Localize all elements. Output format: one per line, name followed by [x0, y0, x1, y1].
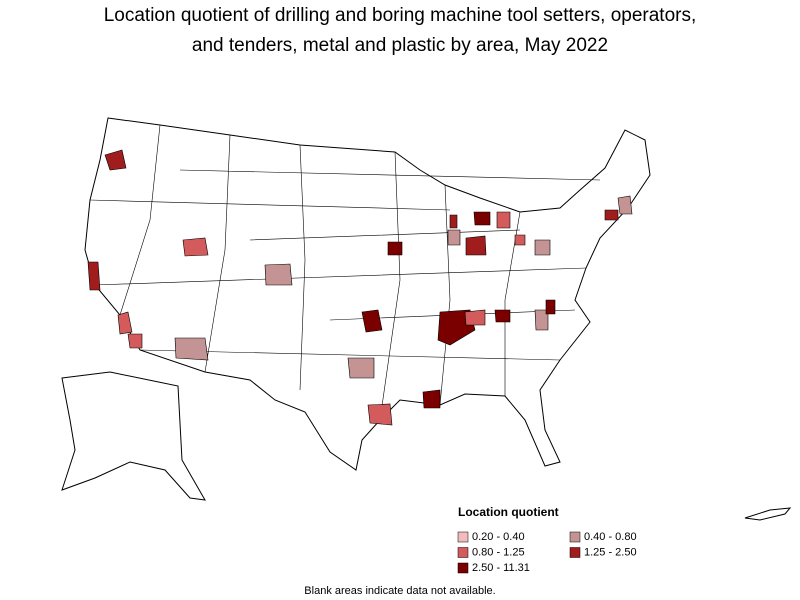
shaded-area — [104, 149, 127, 171]
legend-label: 0.40 - 0.80 — [584, 531, 637, 543]
shaded-area — [496, 211, 511, 229]
shaded-area — [534, 239, 551, 256]
legend-swatch — [457, 547, 469, 558]
legend-label: 0.80 - 1.25 — [472, 546, 525, 558]
contiguous-us — [84, 117, 651, 471]
footnote: Blank areas indicate data not available. — [304, 585, 495, 597]
title-line: Location quotient of drilling and boring… — [104, 5, 697, 26]
legend-label: 2.50 - 11.31 — [472, 562, 530, 574]
shaded-area — [617, 195, 633, 215]
area-borders — [89, 124, 601, 421]
shaded-area — [361, 309, 383, 333]
shaded-area — [447, 229, 461, 246]
map — [61, 117, 792, 521]
legend-swatch — [457, 531, 469, 543]
alaska — [61, 371, 206, 501]
shaded-area — [604, 209, 619, 221]
legend-label: 0.20 - 0.40 — [472, 531, 525, 543]
legend-swatch — [569, 531, 581, 543]
shaded-area — [387, 241, 403, 256]
legend-swatch — [457, 562, 469, 574]
shaded-area — [347, 357, 375, 379]
legend: 0.20 - 0.40 0.40 - 0.80 0.80 - 1.25 1.25 - … — [457, 531, 637, 574]
title-line: and tenders, metal and plastic by area, … — [192, 35, 608, 56]
legend-label: 1.25 - 2.50 — [584, 546, 637, 558]
shaded-area — [367, 403, 393, 426]
hawaii — [744, 507, 792, 521]
shaded-area — [473, 211, 491, 226]
shaded-area — [464, 309, 486, 326]
shaded-area — [422, 389, 441, 409]
shaded-area — [545, 299, 556, 315]
shaded-area — [514, 234, 526, 246]
shaded-area — [182, 237, 209, 257]
shaded-area — [117, 311, 133, 335]
legend-swatch — [569, 547, 581, 558]
shaded-area — [127, 333, 143, 349]
shaded-areas — [87, 149, 633, 426]
shaded-area — [534, 309, 549, 331]
shaded-area — [465, 235, 487, 256]
shaded-area — [449, 214, 458, 229]
shaded-area — [87, 261, 101, 291]
legend-title: Location quotient — [458, 505, 559, 519]
shaded-area — [494, 309, 511, 323]
shaded-area — [264, 263, 293, 286]
shaded-area — [174, 337, 209, 361]
